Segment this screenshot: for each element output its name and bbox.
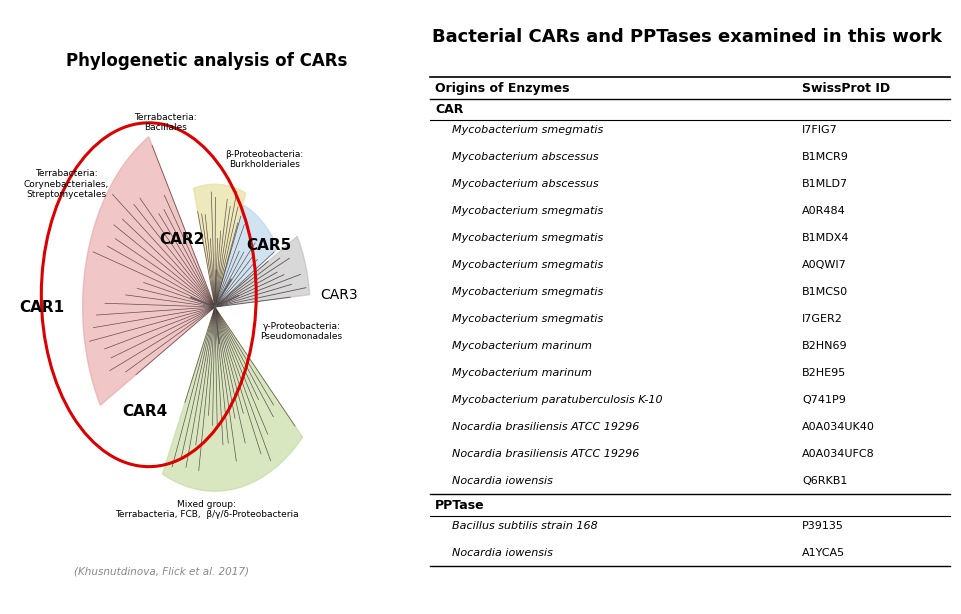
Text: I7GER2: I7GER2 bbox=[802, 314, 843, 324]
Text: B1MDX4: B1MDX4 bbox=[802, 233, 850, 243]
Text: Nocardia iowensis: Nocardia iowensis bbox=[452, 548, 553, 558]
Text: A0A034UK40: A0A034UK40 bbox=[802, 422, 875, 432]
Polygon shape bbox=[162, 307, 303, 491]
Text: Origins of Enzymes: Origins of Enzymes bbox=[435, 82, 570, 95]
Text: B2HE95: B2HE95 bbox=[802, 368, 847, 378]
Text: A0A034UFC8: A0A034UFC8 bbox=[802, 449, 875, 459]
Text: Mycobacterium abscessus: Mycobacterium abscessus bbox=[452, 152, 598, 162]
Text: Nocardia brasiliensis ATCC 19296: Nocardia brasiliensis ATCC 19296 bbox=[452, 449, 639, 459]
Text: B1MCR9: B1MCR9 bbox=[802, 152, 849, 162]
Text: Mycobacterium marinum: Mycobacterium marinum bbox=[452, 341, 592, 351]
Text: (Khusnutdinova, Flick et al. 2017): (Khusnutdinova, Flick et al. 2017) bbox=[74, 566, 250, 576]
Text: CAR1: CAR1 bbox=[19, 300, 63, 314]
Text: γ-Proteobacteria:
Pseudomonadales: γ-Proteobacteria: Pseudomonadales bbox=[260, 322, 343, 341]
Text: B1MCS0: B1MCS0 bbox=[802, 287, 849, 297]
Text: PPTase: PPTase bbox=[435, 499, 484, 512]
Text: CAR: CAR bbox=[435, 103, 463, 116]
Text: Mycobacterium smegmatis: Mycobacterium smegmatis bbox=[452, 314, 603, 324]
Text: Mycobacterium abscessus: Mycobacterium abscessus bbox=[452, 179, 598, 189]
Polygon shape bbox=[83, 137, 215, 405]
Text: Phylogenetic analysis of CARs: Phylogenetic analysis of CARs bbox=[66, 52, 347, 71]
Text: Bacterial CARs and PPTases examined in this work: Bacterial CARs and PPTases examined in t… bbox=[432, 28, 942, 45]
Polygon shape bbox=[215, 236, 309, 307]
Text: SwissProt ID: SwissProt ID bbox=[802, 82, 890, 95]
Text: Terrabacteria:
Bacillales: Terrabacteria: Bacillales bbox=[134, 113, 197, 133]
Text: CAR5: CAR5 bbox=[246, 238, 291, 253]
Text: P39135: P39135 bbox=[802, 521, 844, 531]
Text: Mixed group:
Terrabacteria, FCB,  β/γ/δ-Proteobacteria: Mixed group: Terrabacteria, FCB, β/γ/δ-P… bbox=[114, 500, 299, 519]
Text: Nocardia iowensis: Nocardia iowensis bbox=[452, 476, 553, 486]
Text: I7FIG7: I7FIG7 bbox=[802, 125, 838, 135]
Text: Q741P9: Q741P9 bbox=[802, 395, 846, 405]
Polygon shape bbox=[193, 184, 246, 307]
Text: β-Proteobacteria:
Burkholderiales: β-Proteobacteria: Burkholderiales bbox=[225, 150, 304, 169]
Polygon shape bbox=[215, 205, 278, 307]
Text: Mycobacterium marinum: Mycobacterium marinum bbox=[452, 368, 592, 378]
Text: B2HN69: B2HN69 bbox=[802, 341, 848, 351]
Text: Mycobacterium paratuberculosis K-10: Mycobacterium paratuberculosis K-10 bbox=[452, 395, 662, 405]
Text: B1MLD7: B1MLD7 bbox=[802, 179, 849, 189]
Text: Mycobacterium smegmatis: Mycobacterium smegmatis bbox=[452, 233, 603, 243]
Text: A0R484: A0R484 bbox=[802, 206, 846, 216]
Text: Nocardia brasiliensis ATCC 19296: Nocardia brasiliensis ATCC 19296 bbox=[452, 422, 639, 432]
Text: A0QWI7: A0QWI7 bbox=[802, 260, 847, 270]
Text: Mycobacterium smegmatis: Mycobacterium smegmatis bbox=[452, 125, 603, 135]
Text: Mycobacterium smegmatis: Mycobacterium smegmatis bbox=[452, 260, 603, 270]
Text: CAR4: CAR4 bbox=[122, 404, 167, 419]
Text: Mycobacterium smegmatis: Mycobacterium smegmatis bbox=[452, 287, 603, 297]
Text: Terrabacteria:
Corynebacteriales,
Streptomycetales: Terrabacteria: Corynebacteriales, Strept… bbox=[23, 169, 109, 199]
Text: Q6RKB1: Q6RKB1 bbox=[802, 476, 848, 486]
Text: CAR2: CAR2 bbox=[160, 232, 205, 247]
Text: Bacillus subtilis strain 168: Bacillus subtilis strain 168 bbox=[452, 521, 598, 531]
Text: Mycobacterium smegmatis: Mycobacterium smegmatis bbox=[452, 206, 603, 216]
Text: A1YCA5: A1YCA5 bbox=[802, 548, 846, 558]
Text: CAR3: CAR3 bbox=[320, 288, 357, 301]
